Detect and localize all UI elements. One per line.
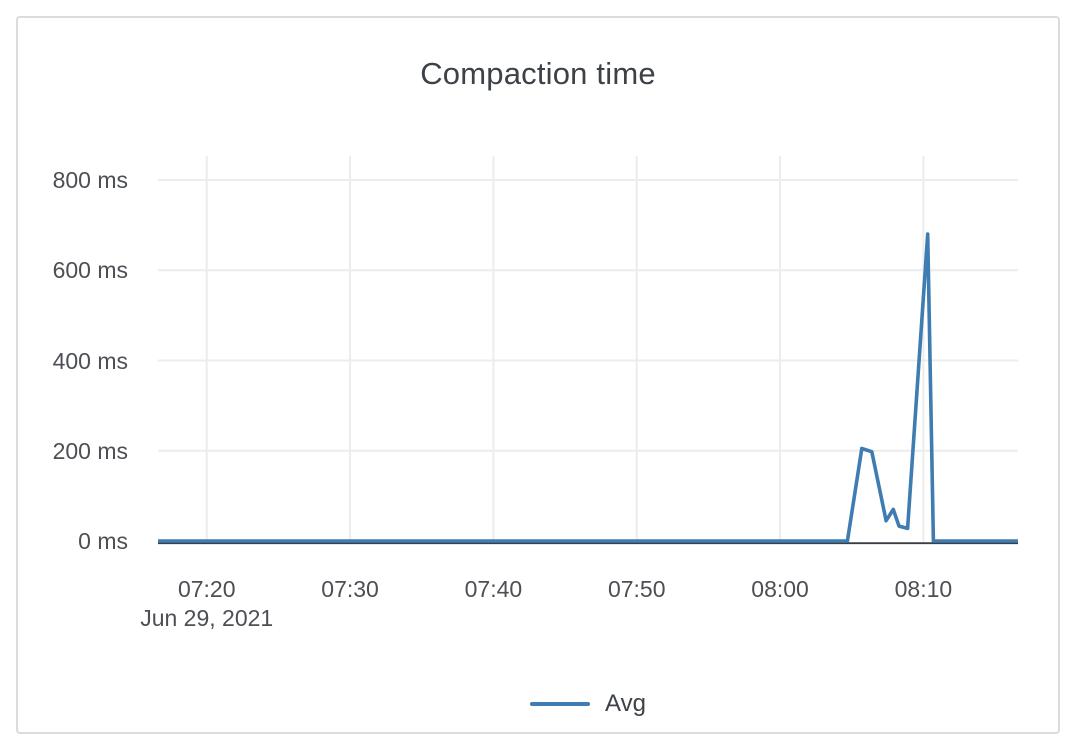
plot-area[interactable] (158, 150, 1018, 550)
legend-item-avg[interactable]: Avg (530, 690, 646, 718)
chart-title: Compaction time (420, 56, 656, 91)
legend-line-swatch (530, 702, 591, 706)
legend: Avg (158, 690, 1018, 718)
legend-label: Avg (605, 690, 646, 717)
series-line-avg (158, 232, 1018, 543)
chart-card (16, 16, 1060, 734)
